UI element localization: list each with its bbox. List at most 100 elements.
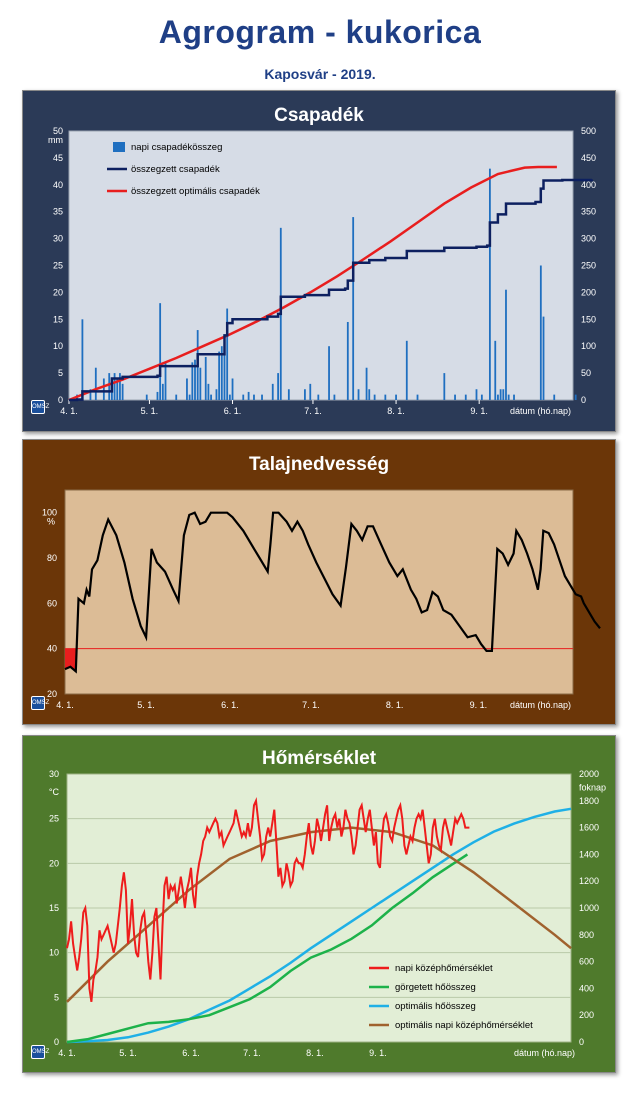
rain-ytick-left: 30 bbox=[53, 234, 63, 244]
rain-daily-bar bbox=[352, 217, 355, 400]
rain-ytick-left: 35 bbox=[53, 207, 63, 217]
soil-ylabel: % bbox=[47, 517, 55, 527]
rain-ytick-right: 300 bbox=[581, 234, 596, 244]
rain-panel-title: Csapadék bbox=[274, 105, 364, 126]
rain-daily-bar bbox=[164, 362, 167, 400]
soil-ytick: 60 bbox=[47, 598, 57, 608]
temp-daily-mean-line bbox=[66, 797, 470, 1002]
rain-legend-swatch bbox=[113, 142, 125, 152]
temp-ytick-right: 800 bbox=[579, 930, 594, 940]
soil-xtick-label: 6. 1. bbox=[221, 700, 239, 710]
rain-daily-bar bbox=[488, 168, 491, 400]
rain-ytick-left: 5 bbox=[58, 368, 63, 378]
rain-daily-bar bbox=[218, 351, 221, 400]
rain-ytick-right: 150 bbox=[581, 314, 596, 324]
temp-ytick-left: 15 bbox=[49, 903, 59, 913]
rain-panel: Csapadék 0 5 10 15 20 25 30 35 40 45 50 0 50 100 150 20… bbox=[22, 90, 616, 432]
temp-xtick-label: 9. 1. bbox=[369, 1048, 387, 1058]
rain-daily-bar bbox=[161, 383, 164, 400]
rain-legend-label: összegzett csapadék bbox=[131, 164, 220, 175]
rain-daily-bar bbox=[223, 335, 226, 400]
rain-daily-bar bbox=[513, 394, 515, 400]
omsz-logo-icon: OMSZ bbox=[31, 400, 49, 414]
rain-ytick-right: 200 bbox=[581, 287, 596, 297]
temp-ytick-right: 1200 bbox=[579, 876, 599, 886]
soil-xtick-label: 9. 1. bbox=[470, 700, 488, 710]
soil-xtick-label: 7. 1. bbox=[302, 700, 320, 710]
temp-ytick-left: 25 bbox=[49, 814, 59, 824]
temp-ytick-right: 1800 bbox=[579, 796, 599, 806]
rain-daily-bar bbox=[507, 394, 510, 400]
rain-daily-bar bbox=[505, 289, 507, 400]
rain-daily-bar bbox=[499, 389, 502, 400]
rain-ytick-right: 250 bbox=[581, 261, 596, 271]
temp-ylabel-right: foknap bbox=[579, 782, 606, 792]
rain-daily-bar bbox=[94, 367, 97, 400]
soil-ytick: 40 bbox=[47, 644, 57, 654]
rain-ytick-right: 0 bbox=[581, 395, 586, 405]
rain-daily-bar bbox=[194, 359, 196, 400]
rain-daily-bar bbox=[502, 389, 505, 400]
temp-ytick-right: 1000 bbox=[579, 903, 599, 913]
rain-daily-bar bbox=[226, 308, 229, 400]
rain-ytick-left: 15 bbox=[53, 314, 63, 324]
temp-ytick-right: 1400 bbox=[579, 849, 599, 859]
rain-daily-bar bbox=[365, 367, 368, 400]
temp-ytick-left: 10 bbox=[49, 948, 59, 958]
temp-xlabel: dátum (hó.nap) bbox=[514, 1048, 575, 1058]
soil-panel-title: Talajnedvesség bbox=[248, 454, 390, 475]
temp-xtick-label: 5. 1. bbox=[119, 1048, 137, 1058]
rain-ytick-left: 50 bbox=[53, 126, 63, 136]
rain-daily-bar bbox=[346, 321, 349, 400]
rain-daily-bar bbox=[191, 362, 194, 400]
temp-chart: 0 5 10 15 20 25 30 0 200 400 600 800 1000 1200 1400 160… bbox=[49, 769, 606, 1058]
soil-plot-area bbox=[64, 489, 574, 695]
rain-daily-bar bbox=[247, 391, 250, 400]
temp-ylabel-left: °C bbox=[49, 787, 60, 797]
rain-daily-bar bbox=[108, 373, 111, 400]
soil-xtick-label: 4. 1. bbox=[56, 700, 74, 710]
rain-daily-bar bbox=[373, 394, 376, 400]
soil-chart: 20 40 60 80 100% 4. 1. 5. 1. 6. 1. 7. 1. 8. 1. 9. … bbox=[42, 489, 601, 710]
soil-xtick-label: 8. 1. bbox=[386, 700, 404, 710]
rain-daily-bar bbox=[220, 346, 223, 400]
rain-daily-bar bbox=[253, 394, 255, 400]
soil-ytick: 100 bbox=[42, 508, 57, 518]
rain-daily-bar bbox=[89, 389, 92, 400]
rain-daily-bar bbox=[207, 383, 210, 400]
rain-daily-bar bbox=[333, 394, 336, 400]
rain-daily-bar bbox=[416, 394, 419, 400]
rain-daily-bar bbox=[405, 340, 408, 400]
rain-daily-bar bbox=[277, 373, 280, 400]
rain-daily-bar bbox=[464, 394, 467, 400]
rain-daily-bar bbox=[204, 356, 207, 400]
soil-panel: Talajnedvesség 20 40 60 80 100% 4. 1. 5. 1. 6. … bbox=[22, 439, 616, 725]
omsz-logo-icon: OMSZ bbox=[31, 696, 49, 710]
rain-xtick-label: 6. 1. bbox=[224, 406, 242, 416]
temp-xtick-label: 8. 1. bbox=[306, 1048, 324, 1058]
temp-ytick-right: 400 bbox=[579, 983, 594, 993]
rain-daily-bar bbox=[553, 394, 556, 400]
soil-ytick: 20 bbox=[47, 689, 57, 699]
temp-legend-label: optimális hőösszeg bbox=[395, 1001, 476, 1012]
soil-ytick: 80 bbox=[47, 553, 57, 563]
rain-daily-bar bbox=[81, 319, 84, 400]
rain-ytick-right: 450 bbox=[581, 153, 596, 163]
rain-ytick-right: 350 bbox=[581, 207, 596, 217]
soil-moisture-line bbox=[64, 511, 601, 674]
rain-ytick-left: 0 bbox=[58, 395, 63, 405]
rain-daily-bar bbox=[119, 373, 121, 400]
rain-daily-bar bbox=[159, 303, 162, 400]
rain-daily-bar bbox=[102, 378, 105, 400]
rain-daily-bar bbox=[328, 346, 330, 400]
rain-daily-bar bbox=[574, 394, 577, 400]
rain-ytick-right: 100 bbox=[581, 341, 596, 351]
rain-ytick-left: 25 bbox=[53, 261, 63, 271]
rain-daily-bar bbox=[199, 367, 202, 400]
temp-ytick-left: 30 bbox=[49, 769, 59, 779]
rain-daily-bar bbox=[242, 394, 245, 400]
temp-legend-label: optimális napi középhőmérséklet bbox=[395, 1020, 533, 1031]
rain-xtick-label: 5. 1. bbox=[141, 406, 159, 416]
rain-chart: 0510152025303540455005010015020025030035… bbox=[48, 126, 596, 416]
temp-xtick-label: 4. 1. bbox=[58, 1048, 76, 1058]
